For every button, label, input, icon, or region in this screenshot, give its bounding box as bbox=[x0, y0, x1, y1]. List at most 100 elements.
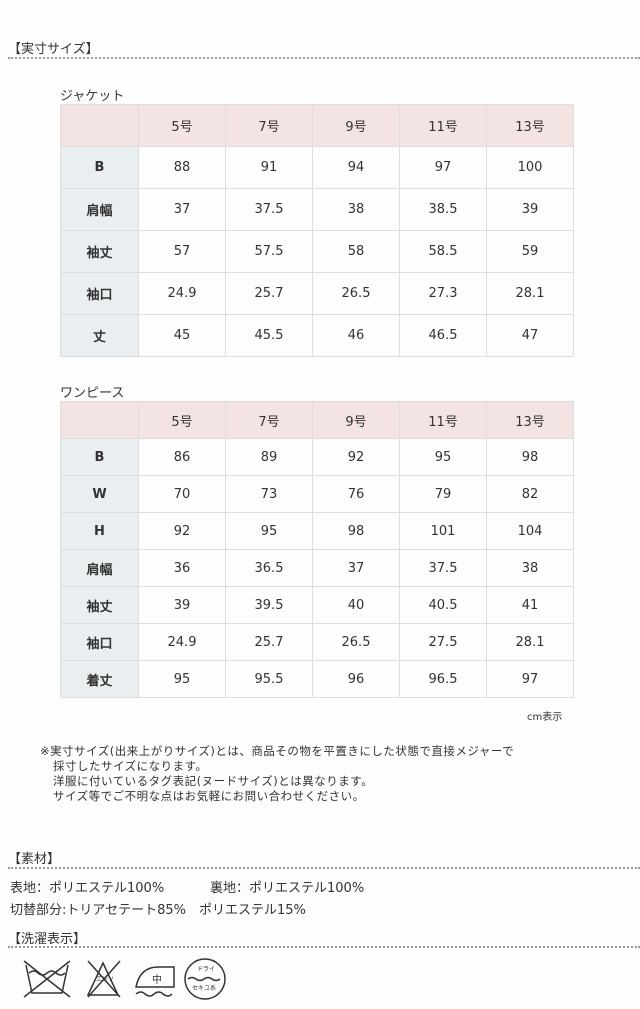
size-value: 37.5 bbox=[225, 188, 313, 231]
column-header: 7号 bbox=[225, 104, 313, 147]
size-value: 95 bbox=[138, 660, 226, 698]
table-row: 肩幅 37 37.5 38 38.5 39 bbox=[60, 188, 574, 231]
size-value: 70 bbox=[138, 475, 226, 513]
size-value: 25.7 bbox=[225, 272, 313, 315]
size-value: 95.5 bbox=[225, 660, 313, 698]
material-switch: 切替部分:トリアセテート85% ポリエステル15% bbox=[10, 903, 306, 918]
size-value: 37 bbox=[138, 188, 226, 231]
size-value: 27.3 bbox=[399, 272, 487, 315]
size-value: 41 bbox=[486, 586, 574, 624]
size-value: 92 bbox=[138, 512, 226, 550]
size-value: 98 bbox=[312, 512, 400, 550]
size-notes: ※実寸サイズ(出来上がりサイズ)とは、商品その物を平置きにした状態で直接メジャー… bbox=[40, 744, 514, 804]
care-icons: エンソ 中 ドライ セキユ系 bbox=[23, 958, 226, 1000]
column-header: 7号 bbox=[225, 401, 313, 439]
row-label: H bbox=[60, 512, 139, 550]
size-value: 46.5 bbox=[399, 314, 487, 357]
row-label: 肩幅 bbox=[60, 188, 139, 231]
size-value: 86 bbox=[138, 438, 226, 476]
column-header: 9号 bbox=[312, 401, 400, 439]
row-label: 袖丈 bbox=[60, 230, 139, 273]
table-row: 袖口 24.9 25.7 26.5 27.5 28.1 bbox=[60, 623, 574, 661]
column-header: 5号 bbox=[138, 104, 226, 147]
size-value: 38.5 bbox=[399, 188, 487, 231]
size-value: 82 bbox=[486, 475, 574, 513]
size-value: 94 bbox=[312, 146, 400, 189]
column-header: 9号 bbox=[312, 104, 400, 147]
size-value: 96.5 bbox=[399, 660, 487, 698]
size-value: 40 bbox=[312, 586, 400, 624]
header-row: 5号 7号 9号 11号 13号 bbox=[60, 401, 574, 439]
size-value: 58 bbox=[312, 230, 400, 273]
size-value: 28.1 bbox=[486, 623, 574, 661]
size-value: 45.5 bbox=[225, 314, 313, 357]
table-row: B 88 91 94 97 100 bbox=[60, 146, 574, 189]
note-line: サイズ等でご不明な点はお気軽にお問い合わせください。 bbox=[53, 789, 365, 803]
svg-text:エンソ: エンソ bbox=[96, 976, 114, 983]
column-header bbox=[60, 401, 139, 439]
size-value: 100 bbox=[486, 146, 574, 189]
size-value: 38 bbox=[486, 549, 574, 587]
column-header: 13号 bbox=[486, 104, 574, 147]
note-line: ※実寸サイズ(出来上がりサイズ)とは、商品その物を平置きにした状態で直接メジャー… bbox=[40, 744, 515, 758]
column-header: 13号 bbox=[486, 401, 574, 439]
no-wash-icon bbox=[23, 960, 71, 998]
size-value: 97 bbox=[399, 146, 487, 189]
size-value: 39 bbox=[486, 188, 574, 231]
material-outer: 表地：ポリエステル100% bbox=[10, 881, 165, 896]
divider bbox=[8, 946, 640, 948]
size-value: 24.9 bbox=[138, 272, 226, 315]
jacket-title: ジャケット bbox=[60, 89, 125, 104]
size-value: 38 bbox=[312, 188, 400, 231]
column-header: 11号 bbox=[399, 104, 487, 147]
row-label: B bbox=[60, 146, 139, 189]
divider bbox=[8, 57, 640, 59]
table-row: W 70 73 76 79 82 bbox=[60, 475, 574, 513]
size-value: 97 bbox=[486, 660, 574, 698]
size-value: 95 bbox=[225, 512, 313, 550]
size-value: 47 bbox=[486, 314, 574, 357]
column-header bbox=[60, 104, 139, 147]
material-lining: 裏地：ポリエステル100% bbox=[210, 881, 365, 896]
size-heading: 【実寸サイズ】 bbox=[8, 42, 99, 57]
size-value: 25.7 bbox=[225, 623, 313, 661]
size-value: 91 bbox=[225, 146, 313, 189]
size-value: 39 bbox=[138, 586, 226, 624]
row-label: W bbox=[60, 475, 139, 513]
table-row: B 86 89 92 95 98 bbox=[60, 438, 574, 476]
size-value: 104 bbox=[486, 512, 574, 550]
row-label: 袖丈 bbox=[60, 586, 139, 624]
table-row: 袖丈 39 39.5 40 40.5 41 bbox=[60, 586, 574, 624]
size-value: 26.5 bbox=[312, 623, 400, 661]
table-row: 着丈 95 95.5 96 96.5 97 bbox=[60, 660, 574, 698]
no-bleach-icon: エンソ bbox=[86, 960, 121, 998]
size-value: 89 bbox=[225, 438, 313, 476]
size-value: 57.5 bbox=[225, 230, 313, 273]
care-heading: 【洗濯表示】 bbox=[8, 932, 87, 947]
size-value: 24.9 bbox=[138, 623, 226, 661]
row-label: 丈 bbox=[60, 314, 139, 357]
table-row: H 92 95 98 101 104 bbox=[60, 512, 574, 550]
note-line: 採寸したサイズになります。 bbox=[53, 759, 208, 773]
size-value: 88 bbox=[138, 146, 226, 189]
size-value: 39.5 bbox=[225, 586, 313, 624]
header-row: 5号 7号 9号 11号 13号 bbox=[60, 104, 574, 147]
size-value: 58.5 bbox=[399, 230, 487, 273]
size-value: 96 bbox=[312, 660, 400, 698]
size-value: 46 bbox=[312, 314, 400, 357]
unit-label: cm表示 bbox=[527, 712, 563, 723]
size-value: 40.5 bbox=[399, 586, 487, 624]
size-value: 59 bbox=[486, 230, 574, 273]
row-label: 着丈 bbox=[60, 660, 139, 698]
size-value: 28.1 bbox=[486, 272, 574, 315]
row-label: 肩幅 bbox=[60, 549, 139, 587]
note-line: 洋服に付いているタグ表記(ヌードサイズ)とは異なります。 bbox=[53, 774, 374, 788]
size-value: 101 bbox=[399, 512, 487, 550]
divider bbox=[8, 867, 640, 869]
table-row: 袖丈 57 57.5 58 58.5 59 bbox=[60, 230, 574, 273]
row-label: 袖口 bbox=[60, 623, 139, 661]
onepiece-title: ワンピース bbox=[60, 386, 125, 401]
size-value: 36.5 bbox=[225, 549, 313, 587]
onepiece-size-table: 5号 7号 9号 11号 13号 B 86 89 92 95 98 W 70 73 76 79 82 H 92 95 9… bbox=[60, 401, 574, 698]
table-row: 袖口 24.9 25.7 26.5 27.3 28.1 bbox=[60, 272, 574, 315]
